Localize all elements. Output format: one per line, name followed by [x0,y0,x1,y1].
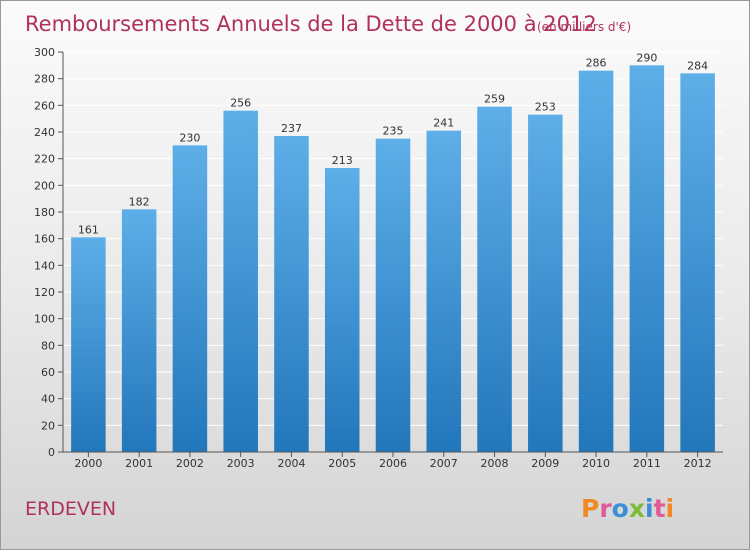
bar-2011[interactable] [629,65,665,452]
y-tick-label: 120 [34,286,55,299]
y-tick-label: 20 [41,419,55,432]
y-tick-label: 100 [34,313,55,326]
logo-letter: o [612,494,629,523]
location-label: ERDEVEN [25,498,116,520]
logo-letter: x [629,494,645,523]
x-tick-label-2008: 2008 [481,457,509,470]
data-label-2001: 182 [129,195,150,208]
logo-letter: i [666,494,675,523]
x-tick-label-2003: 2003 [227,457,255,470]
data-label-2004: 237 [281,122,302,135]
x-tick-label-2010: 2010 [582,457,610,470]
y-tick-label: 0 [48,446,55,459]
bar-2010[interactable] [578,70,614,453]
y-tick-label: 160 [34,233,55,246]
x-tick-label-2005: 2005 [328,457,356,470]
data-label-2003: 256 [230,97,251,110]
y-tick-label: 140 [34,259,55,272]
proxiti-logo[interactable]: Proxiti [581,494,674,523]
data-label-2009: 253 [535,101,556,114]
data-label-2012: 284 [687,59,708,72]
chart-title: Remboursements Annuels de la Dette de 20… [25,12,597,36]
y-axis-ticks: 0 20 40 60 80 100 120 140 160 180 200 220 240 260 280 3… [34,46,63,459]
y-tick-label: 180 [34,206,55,219]
bar-2002[interactable] [172,145,208,453]
x-tick-label-2006: 2006 [379,457,407,470]
x-tick-label-2004: 2004 [277,457,305,470]
data-label-2008: 259 [484,93,505,106]
bar-2009[interactable] [528,114,563,453]
y-tick-label: 280 [34,73,55,86]
y-tick-label: 60 [41,366,55,379]
y-tick-label: 220 [34,153,55,166]
data-label-2007: 241 [433,117,454,130]
data-label-2002: 230 [179,131,200,144]
y-tick-label: 200 [34,179,55,192]
x-tick-label-2000: 2000 [74,457,102,470]
data-label-2000: 161 [78,223,99,236]
x-tick-label-2011: 2011 [633,457,661,470]
y-tick-label: 40 [41,393,55,406]
bar-2006[interactable] [375,138,411,452]
chart-subtitle: (en milliers d'€) [537,20,631,34]
bar-2003[interactable] [223,110,258,453]
data-labels: 161 182 230 256 237 213 235 241 259 253 286 290 284 [78,51,708,236]
bar-2005[interactable] [324,168,360,452]
bar-2007[interactable] [426,130,462,452]
x-tick-label-2007: 2007 [430,457,458,470]
logo-letter: i [645,494,654,523]
logo-letter: t [654,494,666,523]
data-label-2005: 213 [332,154,353,167]
data-label-2010: 286 [586,57,607,70]
bar-2012[interactable] [680,73,715,452]
y-tick-label: 80 [41,339,55,352]
x-tick-label-2012: 2012 [684,457,712,470]
bars [71,65,715,453]
x-tick-label-2001: 2001 [125,457,153,470]
x-tick-label-2009: 2009 [531,457,559,470]
bar-2008[interactable] [477,106,512,453]
bar-2001[interactable] [121,209,157,452]
data-label-2011: 290 [636,51,657,64]
bar-2000[interactable] [71,237,106,452]
data-label-2006: 235 [383,125,404,138]
x-tick-label-2002: 2002 [176,457,204,470]
x-axis-ticks: 2000 2001 2002 2003 2004 2005 2006 2007 2008 2009… [74,452,712,470]
y-tick-label: 260 [34,99,55,112]
bar-2004[interactable] [274,136,309,452]
logo-letter: r [599,494,612,523]
logo-letter: P [581,494,599,523]
y-tick-label: 240 [34,126,55,139]
y-tick-label: 300 [34,46,55,59]
